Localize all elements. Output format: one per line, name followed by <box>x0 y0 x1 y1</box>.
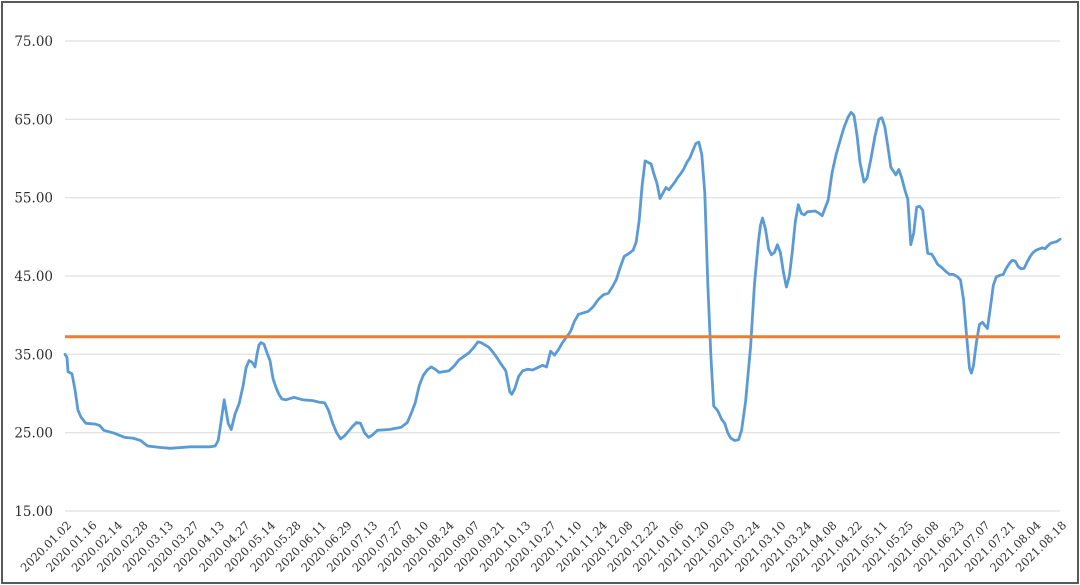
y-tick-label: 45.00 <box>14 269 53 285</box>
y-tick-label: 55.00 <box>14 191 53 207</box>
y-tick-label: 75.00 <box>14 34 53 50</box>
line-chart: 15.0025.0035.0045.0055.0065.0075.002020.… <box>14 34 1069 575</box>
y-tick-label: 25.00 <box>14 426 53 442</box>
y-tick-label: 15.00 <box>14 504 53 520</box>
y-tick-label: 35.00 <box>14 347 53 363</box>
series-line <box>63 110 1062 450</box>
y-tick-label: 65.00 <box>14 112 53 128</box>
